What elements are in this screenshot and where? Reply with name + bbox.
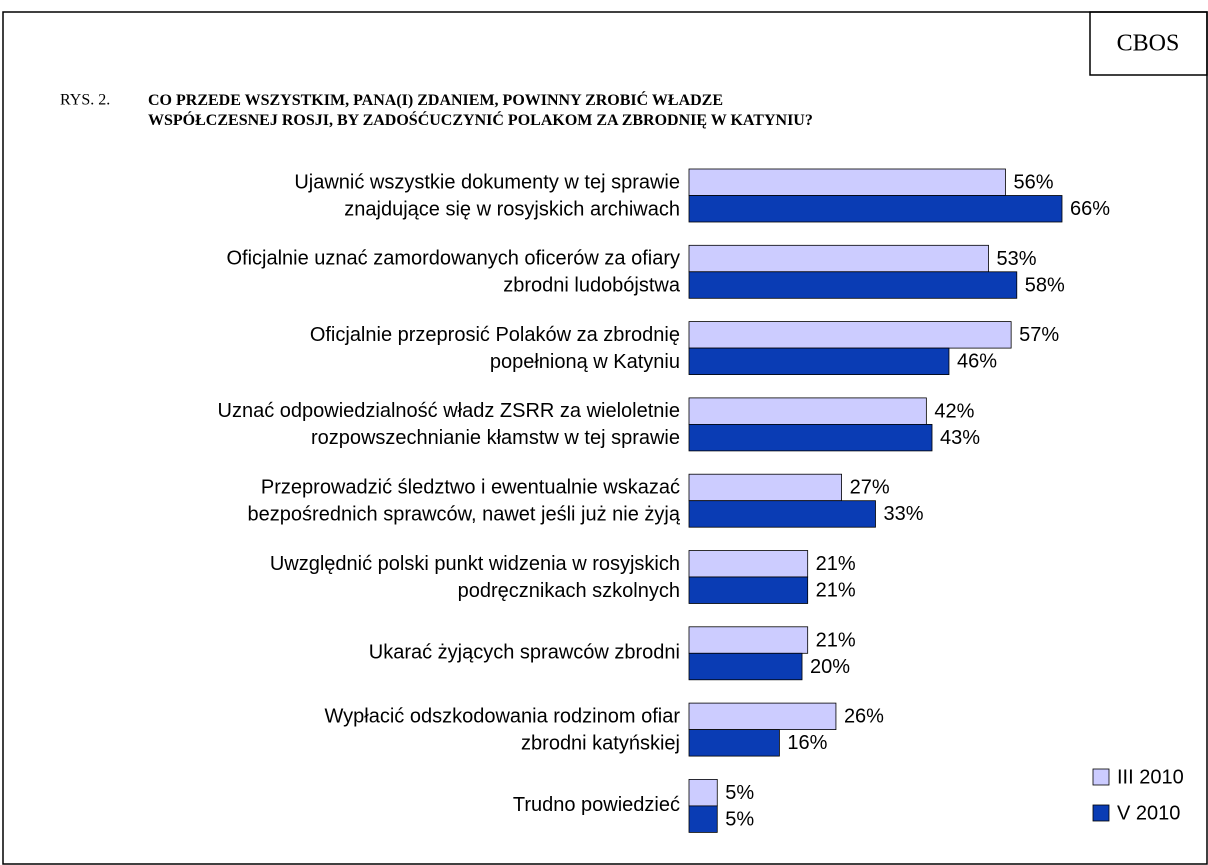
bar xyxy=(688,702,837,730)
category-label: Przeprowadzić śledztwo i ewentualnie wsk… xyxy=(248,477,681,526)
value-label: 58% xyxy=(1025,274,1065,296)
value-label: 26% xyxy=(844,706,884,728)
category-label: Trudno powiedzieć xyxy=(513,794,680,816)
bar xyxy=(688,244,989,273)
legend-swatch xyxy=(1092,768,1110,786)
value-label: 56% xyxy=(1013,172,1053,194)
figure-label: RYS. 2. xyxy=(60,92,110,109)
bar xyxy=(688,805,718,833)
value-label: 21% xyxy=(816,629,856,651)
category-label: Ukarać żyjących sprawców zbrodni xyxy=(369,642,680,664)
value-label: 43% xyxy=(940,427,980,449)
category-label: Uwzględnić polski punkt widzenia w rosyj… xyxy=(270,553,680,602)
category-label: Ujawnić wszystkie dokumenty w tej sprawi… xyxy=(294,172,680,221)
category-label: Oficjalnie przeprosić Polaków za zbrodni… xyxy=(310,324,680,373)
bar xyxy=(688,779,718,807)
bar xyxy=(688,321,1012,349)
frame xyxy=(2,11,1208,865)
bar xyxy=(688,729,780,757)
bar xyxy=(688,576,809,604)
value-label: 27% xyxy=(850,477,890,499)
legend-label: V 2010 xyxy=(1117,802,1180,824)
value-label: 53% xyxy=(997,248,1037,270)
category-label: Wypłacić odszkodowania rodzinom ofiar zbr… xyxy=(324,706,680,755)
category-label: Uznać odpowiedzialność władz ZSRR za wie… xyxy=(218,400,680,449)
bar xyxy=(688,500,876,528)
source: CBOS xyxy=(1117,31,1180,57)
bar xyxy=(688,626,809,654)
bar xyxy=(688,271,1018,299)
value-label: 21% xyxy=(816,553,856,575)
bar xyxy=(688,347,950,376)
bar xyxy=(688,550,809,578)
source-box xyxy=(1089,11,1208,76)
value-label: 57% xyxy=(1019,324,1059,346)
bar xyxy=(688,652,803,681)
value-label: 33% xyxy=(884,503,924,525)
bar xyxy=(688,473,842,502)
value-label: 66% xyxy=(1070,198,1110,220)
legend-label: III 2010 xyxy=(1117,766,1184,788)
value-label: 46% xyxy=(957,351,997,373)
value-label: 5% xyxy=(725,782,754,804)
chart-title: CO PRZEDE WSZYSTKIM, PANA(I) ZDANIEM, PO… xyxy=(148,90,813,129)
bar xyxy=(688,195,1063,223)
value-label: 20% xyxy=(810,656,850,678)
value-label: 16% xyxy=(787,732,827,754)
legend-swatch xyxy=(1092,804,1110,822)
category-label: Oficjalnie uznać zamordowanych oficerów … xyxy=(226,248,680,297)
bar xyxy=(688,423,933,452)
bar xyxy=(688,397,927,425)
value-label: 21% xyxy=(816,580,856,602)
bar xyxy=(688,168,1006,196)
value-label: 5% xyxy=(725,808,754,830)
value-label: 42% xyxy=(934,400,974,422)
